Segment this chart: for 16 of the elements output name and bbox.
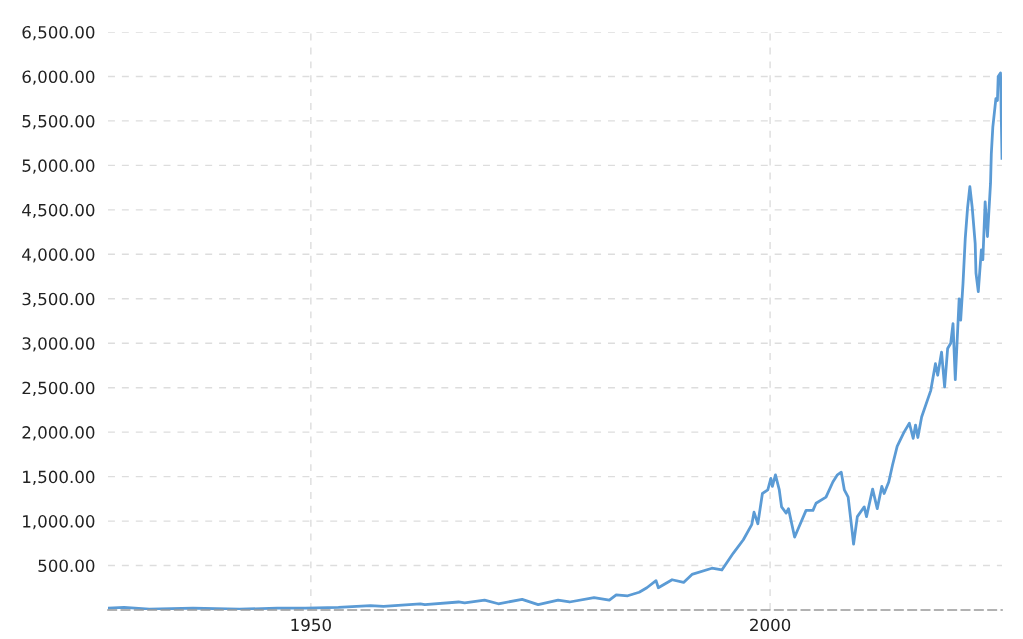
y-tick-label: 6,000.00: [22, 70, 95, 85]
y-tick-label: 2,000.00: [22, 426, 95, 441]
y-tick-label: 5,000.00: [22, 159, 95, 174]
y-tick-label: 3,000.00: [22, 337, 95, 352]
x-tick-label: 1950: [291, 618, 331, 632]
x-tick-label: 2000: [750, 618, 791, 632]
y-tick-label: 4,000.00: [22, 248, 95, 263]
y-tick-label: 5,500.00: [22, 114, 95, 130]
y-tick-label: 6,500.00: [22, 25, 95, 41]
y-tick-label: 500.00: [38, 559, 95, 573]
y-tick-label: 2,500.00: [22, 381, 95, 396]
y-tick-label: 3,500.00: [22, 292, 95, 308]
y-tick-label: 1,000.00: [23, 515, 95, 530]
line-series: [108, 71, 1002, 610]
y-tick-label: 4,500.00: [22, 203, 95, 219]
y-tick-label: 1,500.00: [23, 470, 95, 485]
